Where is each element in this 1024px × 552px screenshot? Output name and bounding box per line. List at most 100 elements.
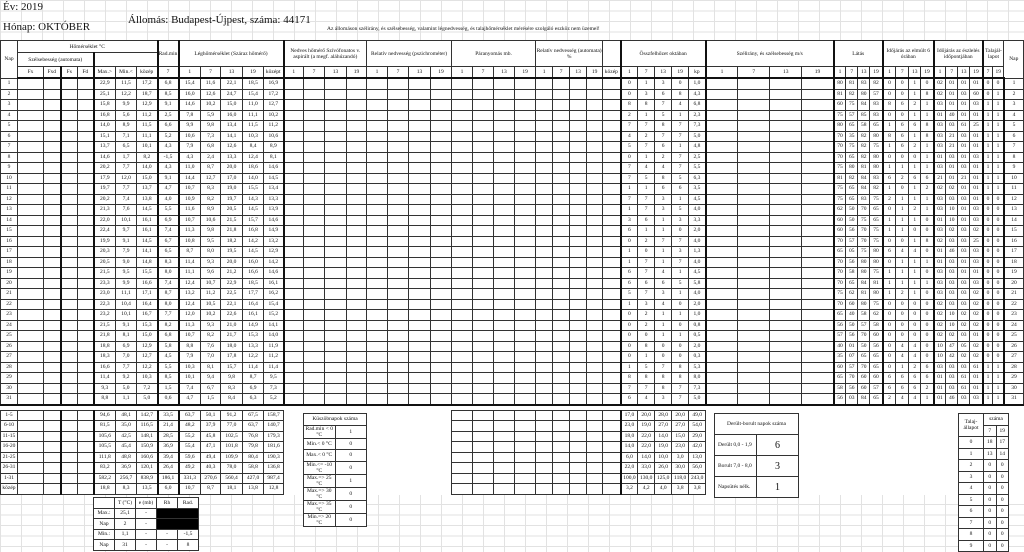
data-cell (282, 309, 304, 321)
data-cell: 16,2 (263, 288, 284, 300)
data-cell: 80 (857, 298, 871, 310)
summary-cell (451, 430, 474, 442)
data-cell: 16,6 (136, 277, 158, 289)
data-cell (552, 204, 571, 216)
data-cell (586, 193, 604, 205)
summary-cell (602, 451, 622, 463)
summary-cell: 3,2 (619, 483, 639, 495)
data-cell (801, 99, 835, 111)
data-cell: 1 (637, 151, 656, 163)
data-cell: 40 (945, 109, 959, 121)
data-cell (282, 361, 304, 373)
data-cell (801, 88, 835, 100)
data-cell: 14,5 (136, 235, 158, 247)
data-cell: 14,0 (136, 162, 158, 174)
data-cell: 0 (671, 298, 690, 310)
data-cell (535, 130, 554, 142)
data-cell (408, 351, 432, 363)
data-cell (59, 393, 78, 406)
data-cell (43, 393, 61, 406)
subheader-cell: 19 (969, 66, 984, 79)
summary-cell (367, 421, 388, 432)
data-cell (430, 267, 453, 279)
data-cell (801, 183, 835, 195)
data-cell (569, 351, 588, 363)
data-cell: 15,4 (263, 298, 284, 310)
table-row: 7 13,7 6,5 10,1 4,3 7,9 6,8 12,6 8,4 8,9 5 7 6 1 4,8 70… (0, 141, 1024, 153)
data-cell: 0 (881, 309, 897, 321)
data-cell: 0 (908, 330, 922, 342)
data-cell (472, 120, 495, 132)
data-cell: 16,8 (242, 225, 264, 237)
data-cell (408, 225, 432, 237)
summary-cell (883, 421, 896, 432)
data-cell (602, 130, 622, 142)
data-cell (430, 109, 453, 121)
data-cell: 5 (619, 141, 639, 153)
summary-cell (569, 483, 588, 495)
summary-cell (43, 409, 61, 421)
data-cell (451, 372, 474, 384)
summary-cell (834, 463, 846, 474)
data-cell (43, 256, 61, 268)
summary-cell (586, 430, 604, 442)
data-cell: 60 (869, 372, 884, 384)
summary-cell: 45,8 (200, 430, 221, 442)
data-cell (569, 141, 588, 153)
data-cell: 9,8 (200, 225, 221, 237)
data-cell: 05 (845, 246, 859, 258)
data-cell: 0 (981, 193, 994, 205)
summary-cell: 102,5 (220, 430, 243, 442)
data-cell: 9,3 (200, 256, 221, 268)
data-cell: 1 (981, 151, 994, 163)
data-cell: 02 (932, 235, 947, 247)
extremes-label: Nap (93, 539, 115, 551)
data-cell: 70 (832, 141, 847, 153)
data-cell (535, 235, 554, 247)
data-cell: 22,9 (220, 277, 243, 289)
data-cell (801, 162, 835, 174)
data-cell: 10,2 (263, 109, 284, 121)
data-cell: 21,5 (92, 267, 116, 279)
data-cell (769, 204, 803, 216)
data-cell (59, 267, 78, 279)
data-cell (493, 235, 516, 247)
data-cell (737, 382, 771, 394)
data-cell: 75 (857, 246, 871, 258)
data-cell: 1,0 (688, 309, 707, 321)
data-cell: 01 (945, 162, 959, 174)
summary-cell (493, 430, 516, 442)
header-cloud-cover: Összfelhőzet oktában (619, 40, 707, 67)
data-cell (324, 193, 347, 205)
data-cell (569, 330, 588, 342)
data-cell: 0 (981, 77, 994, 90)
summary-cell (431, 463, 452, 474)
data-cell (345, 172, 368, 184)
data-cell: 65 (869, 361, 884, 373)
data-cell: 3 (654, 193, 673, 205)
data-cell (59, 288, 78, 300)
data-cell: 01 (969, 372, 984, 384)
data-cell: 6 (637, 277, 656, 289)
data-cell: 10,1 (115, 309, 137, 321)
data-cell: 6 (908, 120, 922, 132)
summary-cell (586, 441, 604, 453)
data-cell (737, 151, 771, 163)
summary-cell (493, 420, 516, 432)
data-cell (303, 172, 325, 184)
data-cell (535, 99, 554, 111)
data-cell: 6 (654, 88, 673, 100)
ground-count: 0 (983, 459, 997, 472)
data-cell (737, 172, 771, 184)
ground-count: 0 (995, 528, 1009, 541)
data-cell (586, 151, 604, 163)
ground-count: 0 (995, 539, 1009, 552)
cloud-days-label: Borult 7,0 - 8,0 (714, 455, 757, 477)
data-cell: 7 (637, 267, 656, 279)
data-cell: 61 (957, 382, 971, 394)
data-cell: 7 (637, 382, 656, 394)
data-cell: 9,7 (115, 225, 137, 237)
summary-cell (552, 441, 571, 453)
data-cell: 0 (981, 298, 994, 310)
summary-cell (431, 410, 452, 421)
